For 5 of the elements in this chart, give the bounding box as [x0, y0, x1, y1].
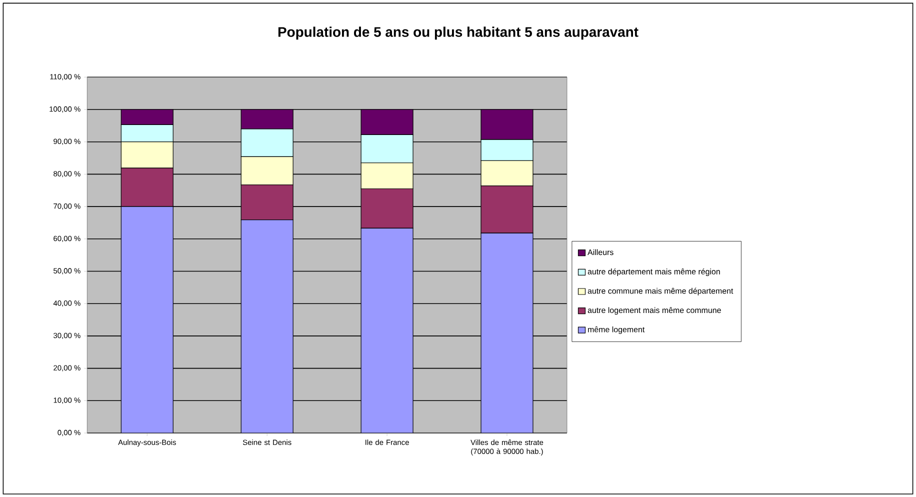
bar: [240, 219, 294, 433]
bar: [360, 228, 414, 433]
bar: [480, 232, 534, 433]
chart-title: Population de 5 ans ou plus habitant 5 ans auparavant: [278, 26, 638, 40]
bar: [120, 206, 174, 433]
